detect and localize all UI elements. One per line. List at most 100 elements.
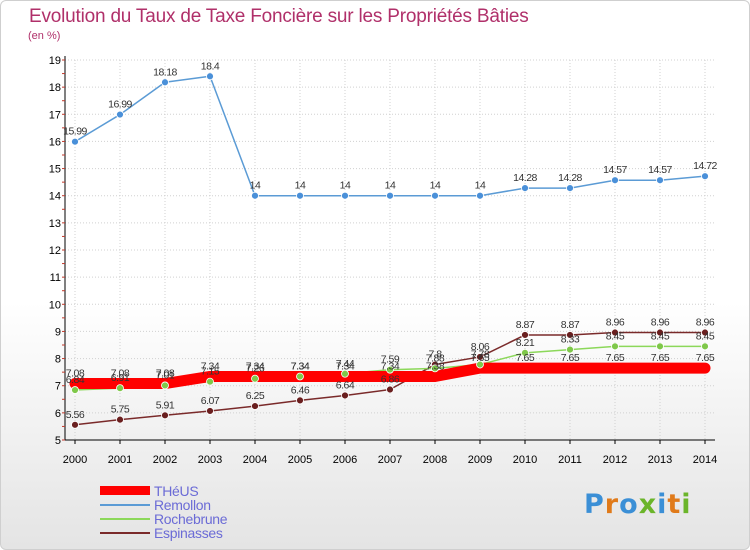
- legend-label-rochebrune: Rochebrune: [154, 511, 228, 527]
- data-point: [341, 369, 349, 378]
- data-label: 5.56: [66, 409, 85, 421]
- x-tick-label: 2010: [513, 454, 537, 466]
- data-label: 7.26: [246, 363, 265, 375]
- data-label: 7.8: [428, 349, 442, 361]
- logo-letter: i: [657, 489, 668, 520]
- y-tick-label: 10: [49, 299, 61, 311]
- data-label: 7.65: [696, 352, 715, 364]
- x-tick-label: 2006: [333, 454, 357, 466]
- x-tick-label: 2011: [558, 454, 582, 466]
- data-label: 8.45: [606, 330, 625, 342]
- data-label: 7.34: [246, 360, 265, 372]
- data-label: 15.99: [63, 126, 87, 138]
- y-tick-label: 7: [55, 381, 61, 393]
- data-point: [701, 172, 709, 181]
- data-point: [161, 78, 169, 87]
- data-point: [476, 360, 484, 369]
- data-label: 6.91: [111, 372, 130, 384]
- y-tick-label: 15: [49, 164, 61, 176]
- data-label: 7.65: [651, 352, 670, 364]
- data-point: [386, 365, 394, 374]
- data-label: 8.33: [561, 334, 580, 346]
- data-label: 7.08: [111, 368, 130, 380]
- data-point: [386, 191, 394, 200]
- data-label: 7.65: [471, 352, 490, 364]
- chart-title: Evolution du Taux de Taxe Foncière sur l…: [29, 6, 529, 27]
- y-tick-label: 19: [49, 55, 61, 67]
- data-label: 16.99: [108, 99, 132, 111]
- data-point: [116, 384, 124, 393]
- data-point: [431, 191, 439, 200]
- legend: THéUS Remollon Rochebrune Espinasses: [100, 484, 228, 540]
- series-line-théus: [69, 362, 711, 390]
- legend-item-theus[interactable]: THéUS: [100, 484, 227, 498]
- data-point: [206, 72, 214, 81]
- legend-label-theus: THéUS: [154, 483, 199, 499]
- x-tick-label: 2013: [648, 454, 672, 466]
- data-label: 14: [385, 180, 396, 192]
- x-tick-label: 2012: [603, 454, 627, 466]
- legend-swatch-espinasses: [100, 532, 150, 534]
- x-tick-label: 2003: [198, 454, 222, 466]
- proxiti-logo: Proxiti: [584, 489, 692, 520]
- data-label: 14.28: [558, 172, 582, 184]
- data-label: 6.46: [291, 384, 310, 396]
- data-point: [161, 411, 169, 420]
- data-label: 7.38: [426, 360, 445, 372]
- data-point: [656, 328, 664, 337]
- data-label: 7.44: [336, 358, 355, 370]
- data-point: [476, 353, 484, 361]
- data-label: 7.65: [561, 352, 580, 364]
- data-label: 8.45: [651, 330, 670, 342]
- legend-label-remollon: Remollon: [154, 497, 211, 513]
- data-label: 7.65: [606, 352, 625, 364]
- data-label: 7.34: [381, 360, 400, 372]
- x-tick-label: 2001: [108, 454, 132, 466]
- legend-item-rochebrune[interactable]: Rochebrune: [100, 511, 228, 527]
- y-tick-label: 8: [55, 354, 61, 366]
- y-tick-label: 17: [49, 109, 61, 121]
- legend-swatch-rochebrune: [100, 518, 150, 520]
- data-label: 8.21: [516, 337, 535, 349]
- data-label: 7.34: [291, 360, 310, 372]
- legend-item-espinasses[interactable]: Espinasses: [100, 526, 227, 540]
- data-point: [611, 328, 619, 337]
- y-tick-label: 5: [55, 435, 61, 447]
- data-point: [476, 191, 484, 200]
- data-label: 7.78: [471, 349, 490, 361]
- x-tick-label: 2014: [693, 454, 717, 466]
- legend-item-remollon[interactable]: Remollon: [100, 498, 227, 512]
- data-label: 18.4: [201, 60, 220, 72]
- logo-letter: r: [604, 489, 620, 520]
- data-label: 7.01: [156, 369, 175, 381]
- data-point: [431, 364, 439, 373]
- data-label: 7.34: [201, 360, 220, 372]
- data-point: [296, 396, 304, 405]
- data-point: [566, 331, 574, 339]
- data-point: [206, 407, 214, 415]
- data-point: [341, 191, 349, 200]
- x-tick-label: 2007: [378, 454, 402, 466]
- data-point: [341, 391, 349, 400]
- data-label: 14: [340, 180, 351, 192]
- data-label: 18.18: [153, 66, 177, 78]
- data-label: 7.88: [426, 352, 445, 364]
- data-point: [251, 191, 259, 200]
- data-point: [71, 420, 79, 429]
- data-point: [206, 377, 214, 386]
- logo-letter: i: [681, 489, 692, 520]
- data-label: 5.91: [156, 399, 175, 411]
- data-label: 14: [430, 180, 441, 192]
- data-label: 8.96: [696, 317, 715, 329]
- data-point: [521, 184, 529, 193]
- data-point: [251, 402, 259, 410]
- y-tick-label: 12: [49, 245, 61, 257]
- data-label: 14: [475, 180, 486, 192]
- x-tick-label: 2000: [63, 454, 87, 466]
- logo-letter: o: [619, 489, 639, 520]
- logo-letter: x: [638, 489, 658, 520]
- data-point: [161, 381, 169, 390]
- data-point: [521, 331, 529, 339]
- data-label: 8.06: [471, 341, 490, 353]
